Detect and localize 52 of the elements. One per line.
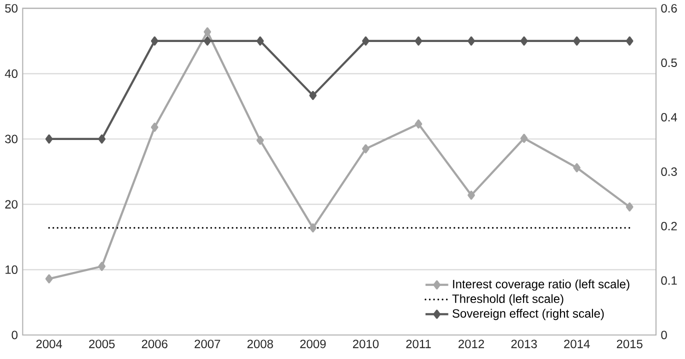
x-tick-label: 2007 (194, 340, 220, 348)
y2-tick-label: 0 (661, 330, 667, 340)
point (414, 119, 422, 129)
point (520, 134, 528, 143)
x-tick-label: 2004 (36, 340, 62, 348)
y2-tick-label: 0.2 (661, 222, 677, 230)
point (468, 190, 475, 200)
point (362, 36, 370, 46)
y-tick-label: 0 (12, 330, 18, 340)
y2-tick-label: 0.5 (661, 58, 677, 68)
point (414, 36, 422, 46)
x-tick-label: 2011 (406, 340, 431, 348)
x-tick-label: 2015 (616, 340, 642, 348)
y-tick-label: 10 (6, 265, 18, 274)
point (362, 144, 370, 154)
x-tick-label: 2008 (247, 340, 273, 348)
legend-label: Interest coverage ratio (left scale) (453, 280, 630, 291)
y2-tick-label: 0.6 (661, 4, 677, 13)
point (309, 90, 317, 100)
y-tick-label: 20 (5, 200, 18, 209)
y2-tick-label: 0.1 (661, 276, 677, 285)
legend-label: Sovereign effect (right scale) (452, 308, 604, 320)
x-tick-label: 2010 (352, 340, 379, 348)
point (98, 262, 106, 271)
point (204, 36, 212, 46)
point (468, 36, 475, 46)
y-tick-label: 40 (4, 69, 18, 78)
y-tick-label: 30 (5, 134, 18, 144)
legend-label: Threshold (left scale) (452, 294, 564, 306)
x-tick-label: 2013 (511, 340, 537, 348)
point (626, 202, 634, 212)
x-tick-label: 2005 (89, 340, 115, 348)
point (45, 274, 53, 284)
point (573, 163, 581, 172)
x-tick-label: 2006 (142, 340, 168, 348)
point (150, 36, 158, 46)
point (98, 134, 106, 144)
point (150, 122, 158, 132)
point (573, 36, 581, 46)
point (309, 223, 317, 232)
x-tick-label: 2009 (300, 340, 326, 348)
point (520, 36, 528, 46)
y-tick-label: 50 (5, 4, 18, 13)
point (626, 36, 634, 46)
x-tick-label: 2014 (564, 340, 590, 348)
point (204, 27, 212, 36)
x-tick-label: 2012 (458, 340, 484, 348)
point (45, 134, 53, 144)
y2-tick-label: 0.3 (661, 167, 677, 176)
point (256, 36, 264, 46)
y2-tick-label: 0.4 (661, 112, 678, 122)
point (256, 136, 264, 145)
